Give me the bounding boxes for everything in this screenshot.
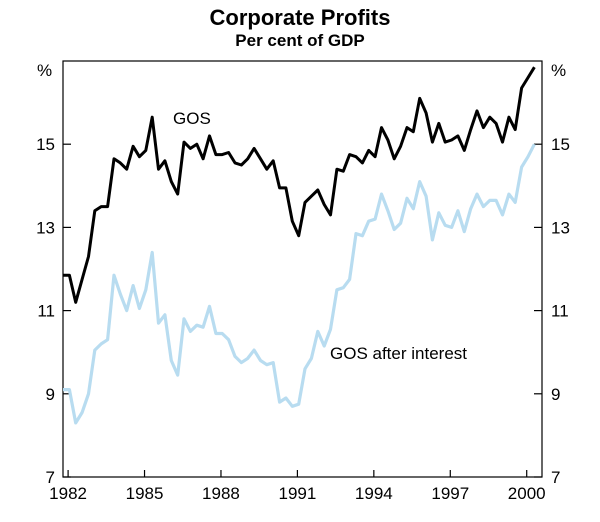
annotation-gos-after-interest: GOS after interest <box>330 344 467 363</box>
x-tick-label: 1991 <box>278 484 316 503</box>
plot-frame <box>62 60 543 478</box>
x-tick-label: 2000 <box>508 484 546 503</box>
x-tick-label: 1997 <box>431 484 469 503</box>
y-tick-label-left: 11 <box>37 302 55 321</box>
y-tick-label-left: 15 <box>36 135 55 154</box>
series-line-gos-after-interest <box>63 143 536 425</box>
x-tick-label: 1994 <box>355 484 393 503</box>
y-tick-label-right: 13 <box>551 218 570 237</box>
x-tick-label: 1985 <box>126 484 164 503</box>
series-line-gos <box>63 66 536 304</box>
y-tick-label-right: 11 <box>551 302 569 321</box>
chart-subtitle: Per cent of GDP <box>235 31 365 50</box>
y-unit-left: % <box>37 61 52 80</box>
x-tick-label: 1988 <box>202 484 240 503</box>
y-tick-label-right: 9 <box>551 385 560 404</box>
chart-title: Corporate Profits <box>209 5 391 30</box>
x-tick-label: 1982 <box>49 484 87 503</box>
y-tick-label-right: 7 <box>551 468 560 487</box>
y-tick-label-left: 13 <box>36 218 55 237</box>
annotation-gos: GOS <box>173 109 211 128</box>
y-tick-label-left: 9 <box>46 385 55 404</box>
y-tick-label-left: 7 <box>46 468 55 487</box>
y-tick-label-right: 15 <box>551 135 570 154</box>
y-unit-right: % <box>551 61 566 80</box>
